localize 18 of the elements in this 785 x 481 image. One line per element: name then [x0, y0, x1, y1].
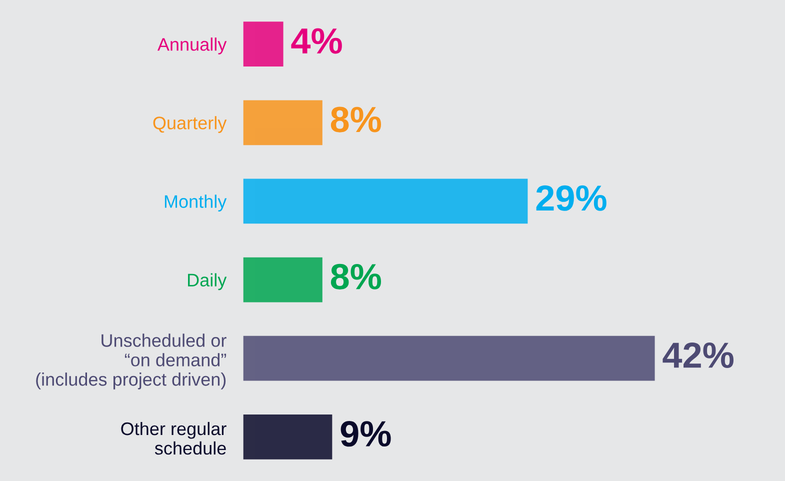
y-tick-label: Annually — [157, 38, 227, 54]
y-tick-label: Monthly — [164, 194, 227, 212]
data-label: 29% — [536, 185, 606, 211]
y-tick-label: Daily — [188, 273, 227, 290]
bar — [243, 336, 655, 381]
data-label: 8% — [330, 264, 382, 290]
y-tick-label: Quarterly — [153, 116, 227, 133]
y-tick-label: Unscheduled or “on demand” (includes project driven) — [36, 334, 226, 390]
data-label: 4% — [291, 28, 342, 54]
data-label: 9% — [340, 421, 391, 447]
bar — [243, 22, 284, 67]
bar — [243, 178, 528, 224]
y-tick-label: Other regular schedule — [121, 422, 226, 455]
bar — [243, 257, 322, 302]
data-label: 8% — [330, 106, 382, 132]
bar — [243, 414, 332, 460]
bar — [243, 100, 322, 146]
data-label: 42% — [662, 342, 734, 368]
